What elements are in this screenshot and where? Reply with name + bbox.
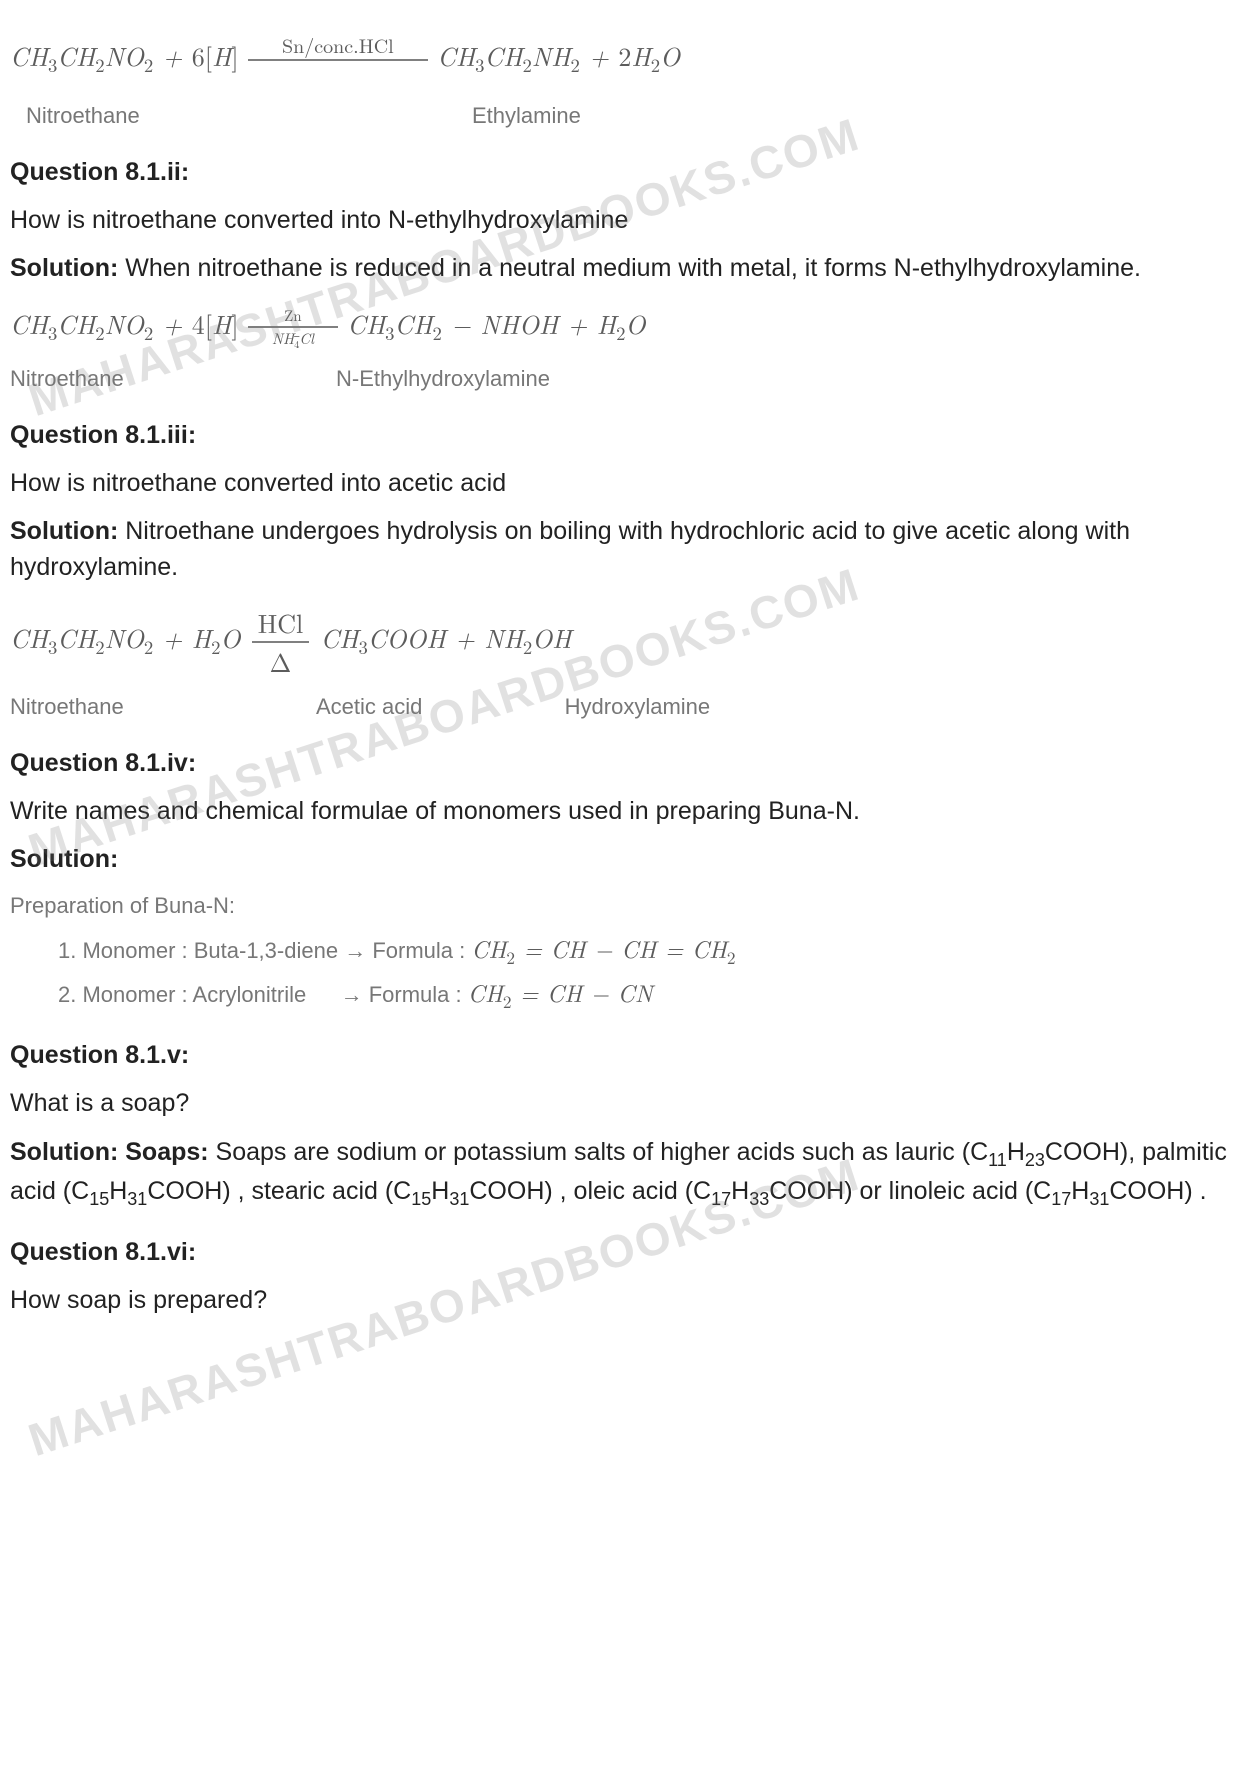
question-8-1-vi-heading: Question 8.1.vi: <box>10 1234 1231 1270</box>
question-8-1-iv-solution-label: Solution: <box>10 841 1231 877</box>
equation-2-labels: Nitroethane N-Ethylhydroxylamine <box>10 363 1231 395</box>
question-8-1-iv-text: Write names and chemical formulae of mon… <box>10 793 1231 829</box>
equation-3-label-mid: Acetic acid <box>316 691 422 723</box>
equation-2-condition-top: Zn <box>248 305 338 327</box>
equation-1-labels: Nitroethane Ethylamine <box>10 100 1231 132</box>
equation-2: CH3CH2NO2 + 4[H] Zn NH4Cl CH3CH2 − NHOH … <box>10 305 1231 353</box>
question-8-1-ii-text: How is nitroethane converted into N-ethy… <box>10 202 1231 238</box>
equation-3-condition-top: HCl <box>252 604 310 644</box>
equation-1: CH3CH2NO2 + 6[H] Sn/conc.HCl CH3CH2NH2 +… <box>10 30 1231 90</box>
question-8-1-ii-heading: Question 8.1.ii: <box>10 154 1231 190</box>
equation-2-condition-bot: NH4Cl <box>248 328 338 352</box>
question-8-1-vi-text: How soap is prepared? <box>10 1282 1231 1318</box>
equation-3-label-product: Hydroxylamine <box>565 691 711 723</box>
equation-2-label-reactant: Nitroethane <box>10 363 124 395</box>
equation-2-label-product: N-Ethylhydroxylamine <box>336 363 550 395</box>
monomer-item-2: 2. Monomer : Acrylonitrile → Formula : C… <box>58 975 1231 1015</box>
equation-1-label-product: Ethylamine <box>472 100 581 132</box>
question-8-1-iv-heading: Question 8.1.iv: <box>10 745 1231 781</box>
question-8-1-v-heading: Question 8.1.v: <box>10 1037 1231 1073</box>
question-8-1-iii-heading: Question 8.1.iii: <box>10 417 1231 453</box>
equation-3: CH3CH2NO2 + H2O HCl Δ CH3COOH + NH2OH <box>10 604 1231 681</box>
question-8-1-v-text: What is a soap? <box>10 1085 1231 1121</box>
equation-1-label-reactant: Nitroethane <box>10 100 140 132</box>
equation-3-label-reactant: Nitroethane <box>10 691 124 723</box>
equation-3-labels: Nitroethane Acetic acid Hydroxylamine <box>10 691 1231 723</box>
question-8-1-iv-prep-label: Preparation of Buna-N: <box>10 890 1231 922</box>
question-8-1-iii-text: How is nitroethane converted into acetic… <box>10 465 1231 501</box>
question-8-1-ii-solution: Solution: When nitroethane is reduced in… <box>10 250 1231 286</box>
monomer-item-1: 1. Monomer : Buta-1,3-diene → Formula : … <box>58 931 1231 971</box>
equation-3-condition-bot: Δ <box>252 643 310 681</box>
question-8-1-iii-solution: Solution: Nitroethane undergoes hydrolys… <box>10 513 1231 586</box>
question-8-1-v-solution: Solution: Soaps: Soaps are sodium or pot… <box>10 1134 1231 1212</box>
equation-1-condition: Sn/conc.HCl <box>248 30 428 59</box>
